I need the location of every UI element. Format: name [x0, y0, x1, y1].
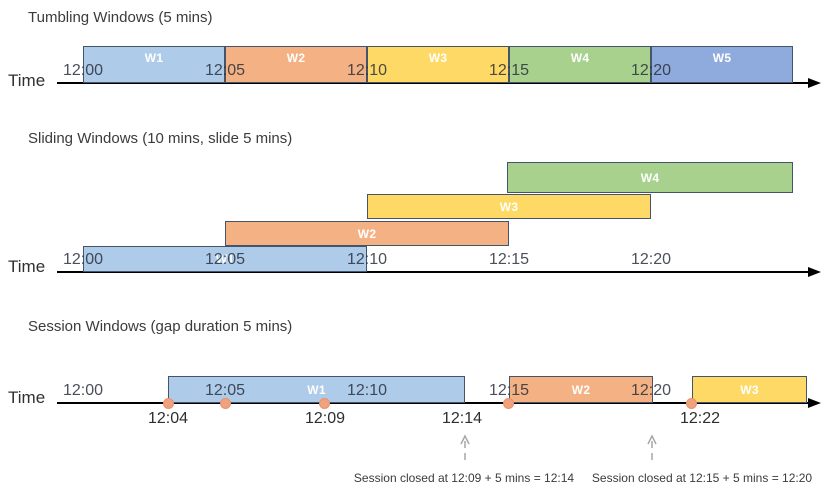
- event-dot: [163, 398, 174, 409]
- session-time-axis-label: Time: [8, 388, 46, 407]
- sliding-timeline-arrowhead-icon: [808, 267, 821, 277]
- tumbling-section-title: Tumbling Windows (5 mins): [28, 9, 213, 26]
- window-label: W1: [144, 51, 164, 65]
- sliding-window-w2: W2: [225, 221, 509, 246]
- event-dot: [503, 398, 514, 409]
- tick-label: 12:05: [204, 382, 246, 399]
- session-window-w1: W1: [168, 376, 465, 403]
- window-label: W1: [307, 382, 326, 397]
- sliding-window-w1: W1: [83, 246, 367, 272]
- tick-label: 12:15: [488, 251, 530, 268]
- tumbling-window-w3: W3: [367, 46, 509, 83]
- session-window-w3: W3: [692, 376, 807, 403]
- sliding-section-title: Sliding Windows (10 mins, slide 5 mins): [28, 130, 293, 147]
- tick-label: 12:05: [204, 62, 246, 79]
- window-label: W1: [215, 252, 235, 266]
- session-timeline: [57, 402, 810, 404]
- tumbling-window-w5: W5: [651, 46, 793, 83]
- tumbling-timeline: [57, 82, 810, 84]
- tumbling-window-w2: W2: [225, 46, 367, 83]
- annotation-pointer-arrow-icon: [460, 434, 470, 465]
- sliding-timeline: [57, 271, 810, 273]
- tumbling-timeline-arrowhead-icon: [808, 78, 821, 88]
- window-label: W2: [286, 51, 306, 65]
- tumbling-window-w4: W4: [509, 46, 651, 83]
- tick-label: 12:15: [488, 62, 530, 79]
- tick-label: 12:10: [346, 382, 388, 399]
- event-time-label: 12:22: [679, 410, 721, 427]
- tick-label: 12:10: [346, 62, 388, 79]
- event-dot: [319, 398, 330, 409]
- window-label: W3: [740, 382, 759, 397]
- window-label: W4: [640, 170, 660, 185]
- event-time-label: 12:09: [304, 410, 346, 427]
- window-label: W3: [428, 51, 448, 65]
- session-section-title: Session Windows (gap duration 5 mins): [28, 318, 293, 335]
- event-dot: [220, 398, 231, 409]
- window-label: W5: [712, 51, 732, 65]
- event-time-label: 12:04: [147, 410, 189, 427]
- tick-label: 12:20: [630, 62, 672, 79]
- tick-label: 12:20: [630, 382, 672, 399]
- session-window-w2: W2: [509, 376, 653, 403]
- event-dot: [686, 398, 697, 409]
- tick-label: 12:15: [488, 382, 530, 399]
- window-label: W2: [357, 226, 377, 241]
- session-close-annotation: Session closed at 12:09 + 5 mins = 12:14: [353, 471, 575, 485]
- window-label: W2: [571, 382, 591, 397]
- annotation-pointer-arrow-icon: [647, 434, 657, 465]
- sliding-window-w4: W4: [507, 162, 793, 193]
- window-label: W3: [499, 199, 519, 214]
- tick-label: 12:20: [630, 251, 672, 268]
- sliding-window-w3: W3: [367, 194, 651, 219]
- tumbling-window-w1: W1: [83, 46, 225, 83]
- session-timeline-arrowhead-icon: [808, 398, 821, 408]
- tick-label: 12:00: [62, 62, 104, 79]
- tick-label: 12:05: [204, 251, 246, 268]
- tick-label: 12:00: [62, 251, 104, 268]
- event-time-label: 12:14: [441, 410, 483, 427]
- sliding-time-axis-label: Time: [8, 257, 46, 276]
- session-close-annotation: Session closed at 12:15 + 5 mins = 12:20: [591, 471, 813, 485]
- window-label: W4: [570, 51, 590, 65]
- tick-label: 12:10: [346, 251, 388, 268]
- tumbling-time-axis-label: Time: [8, 71, 46, 90]
- tick-label: 12:00: [62, 382, 104, 399]
